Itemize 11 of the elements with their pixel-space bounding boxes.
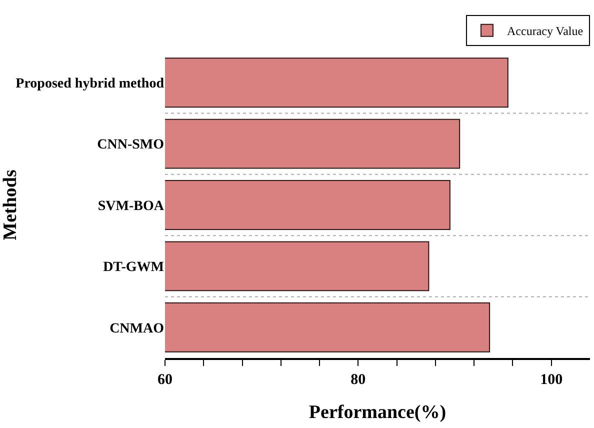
legend-label: Accuracy Value	[507, 24, 584, 38]
y-tick-label: Proposed hybrid method	[16, 76, 164, 92]
x-axis-title: Performance(%)	[308, 402, 446, 424]
y-tick-label: CNN-SMO	[97, 138, 164, 153]
x-tick-label: 80	[350, 372, 366, 388]
y-tick-label: CNMAO	[110, 321, 164, 336]
y-tick-label: SVM-BOA	[98, 198, 165, 214]
x-tick-label: 100	[540, 372, 563, 388]
y-axis-title: Methods	[0, 170, 21, 240]
y-tick-label: DT-GWM	[103, 260, 164, 276]
x-tick-label: 60	[158, 372, 172, 388]
